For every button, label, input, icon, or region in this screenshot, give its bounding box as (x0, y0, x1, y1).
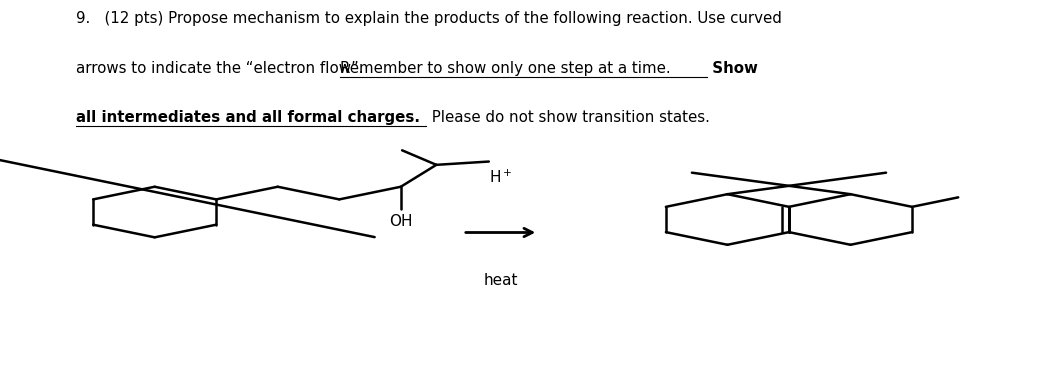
Text: H$^+$: H$^+$ (489, 169, 512, 186)
Text: Show: Show (707, 61, 759, 76)
Text: Please do not show transition states.: Please do not show transition states. (427, 110, 711, 125)
Text: Remember to show only one step at a time.: Remember to show only one step at a time… (340, 61, 670, 76)
Text: all intermediates and all formal charges.: all intermediates and all formal charges… (76, 110, 420, 125)
Text: arrows to indicate the “electron flow”.: arrows to indicate the “electron flow”. (76, 61, 369, 76)
Text: 9.   (12 pts) Propose mechanism to explain the products of the following reactio: 9. (12 pts) Propose mechanism to explain… (76, 11, 782, 26)
Text: OH: OH (389, 214, 413, 229)
Text: heat: heat (483, 273, 518, 288)
